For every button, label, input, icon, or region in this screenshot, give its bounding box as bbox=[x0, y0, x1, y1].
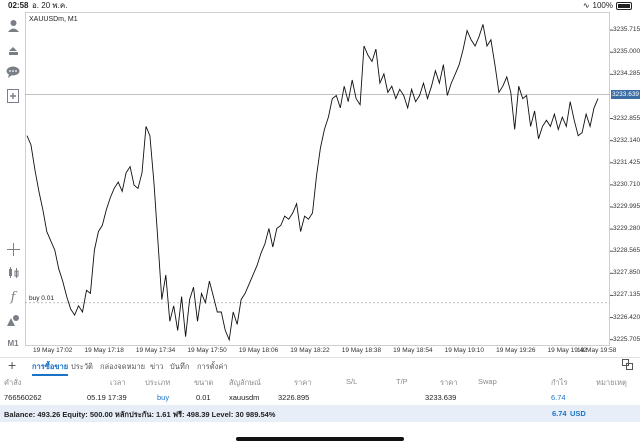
header-swap: Swap bbox=[478, 377, 497, 386]
header-symbol: สัญลักษณ์ bbox=[229, 378, 262, 387]
current-price-tag: 3233.639 bbox=[611, 89, 640, 99]
order-time: 05.19 17:39 bbox=[87, 393, 127, 402]
x-tick-label: 19 May 19:26 bbox=[496, 347, 536, 354]
table-row[interactable]: 766560262 05.19 17:39 buy 0.01 xauusdm 3… bbox=[0, 389, 640, 405]
table-header: คำสั่ง เวลา ประเภท ขนาด สัญลักษณ์ ราคา S… bbox=[0, 373, 640, 389]
person-icon[interactable] bbox=[3, 16, 23, 34]
header-current-price: ราคา bbox=[440, 378, 458, 387]
tab-journal[interactable]: บันทึก bbox=[170, 362, 190, 371]
x-tick-label: 19 May 18:38 bbox=[341, 347, 382, 354]
header-order: คำสั่ง bbox=[4, 378, 22, 387]
tab-news[interactable]: ข่าว bbox=[150, 362, 164, 371]
x-tick-label: 19 May 17:18 bbox=[84, 347, 124, 354]
order-current-price: 3233.639 bbox=[425, 393, 457, 402]
order-profit: 6.74 bbox=[551, 393, 566, 402]
header-comment: หมายเหตุ bbox=[596, 378, 627, 387]
candlestick-icon[interactable] bbox=[3, 263, 23, 281]
header-tp: T/P bbox=[396, 377, 408, 386]
left-toolbar: f M1 bbox=[0, 12, 25, 357]
balance-bar: Balance: 493.26 Equity: 500.00 หลักประกั… bbox=[0, 405, 640, 422]
y-tick-label: 3227.135 bbox=[613, 291, 640, 299]
timeframe-icon[interactable]: M1 bbox=[7, 338, 19, 348]
x-tick-label: 19 May 18:06 bbox=[238, 347, 279, 354]
order-number: 766560262 bbox=[4, 393, 42, 402]
chart-title: XAUUSDm, M1 bbox=[29, 16, 78, 23]
y-tick-label: 3229.995 bbox=[613, 202, 640, 210]
function-icon[interactable]: f bbox=[10, 289, 16, 305]
y-tick-label: 3232.140 bbox=[613, 136, 640, 144]
battery-percent: 100% bbox=[592, 1, 613, 10]
layout-icon[interactable] bbox=[622, 359, 633, 373]
balance-text: Balance: 493.26 Equity: 500.00 หลักประกั… bbox=[4, 410, 276, 419]
chart-frame bbox=[25, 12, 610, 346]
tab-settings[interactable]: การตั้งค่า bbox=[197, 362, 228, 371]
y-tick-label: 3235.715 bbox=[613, 26, 640, 34]
y-tick-label: 3232.855 bbox=[613, 114, 640, 122]
y-tick-label: 3231.425 bbox=[613, 158, 640, 166]
order-size: 0.01 bbox=[196, 393, 211, 402]
header-profit: กำไร bbox=[551, 378, 568, 387]
status-bar: 02:58 อ. 20 พ.ค. ∿ 100% bbox=[0, 0, 640, 12]
tab-trade[interactable]: การซื้อขาย bbox=[32, 361, 69, 376]
buy-line-label: buy 0.01 bbox=[29, 294, 54, 302]
balance-profit: 6.74 bbox=[552, 409, 567, 418]
price-series-line bbox=[26, 24, 599, 342]
y-tick-label: 3230.710 bbox=[613, 180, 640, 188]
crosshair-icon[interactable] bbox=[3, 240, 23, 258]
header-price: ราคา bbox=[294, 378, 312, 387]
chart-area[interactable] bbox=[25, 12, 640, 357]
x-tick-label: 19 May 18:22 bbox=[290, 347, 330, 354]
x-tick-label: 19 May 19:42 bbox=[547, 347, 587, 354]
status-time: 02:58 bbox=[8, 1, 29, 10]
tab-mailbox[interactable]: กล่องจดหมาย bbox=[100, 362, 146, 371]
balance-currency: USD bbox=[570, 409, 586, 418]
plus-icon[interactable]: + bbox=[8, 357, 17, 373]
status-right: ∿ 100% bbox=[583, 0, 632, 12]
wifi-icon: ∿ bbox=[582, 1, 590, 10]
objects-icon[interactable] bbox=[3, 311, 23, 329]
y-tick-label: 3225.705 bbox=[613, 335, 640, 343]
new-order-icon[interactable] bbox=[3, 87, 23, 105]
x-tick-label: 19 May 18:54 bbox=[393, 347, 433, 354]
header-type: ประเภท bbox=[145, 378, 171, 387]
tab-history[interactable]: ประวัติ bbox=[71, 362, 93, 371]
order-type: buy bbox=[157, 393, 170, 402]
order-open-price: 3226.895 bbox=[278, 393, 310, 402]
trade-arrows-icon[interactable] bbox=[3, 40, 23, 58]
x-tick-label: 19 May 19:58 bbox=[577, 347, 617, 354]
y-tick-label: 3228.565 bbox=[613, 247, 640, 255]
y-tick-label: 3226.420 bbox=[613, 313, 640, 321]
x-tick-label: 19 May 17:34 bbox=[135, 347, 176, 354]
home-indicator bbox=[236, 437, 404, 441]
terminal-tabs: การซื้อขาย ประวัติ กล่องจดหมาย ข่าว บันท… bbox=[0, 357, 640, 376]
battery-icon bbox=[616, 2, 632, 10]
price-chart[interactable] bbox=[25, 12, 640, 357]
y-tick-label: 3234.285 bbox=[613, 70, 640, 78]
y-tick-label: 3235.000 bbox=[613, 48, 640, 56]
time-axis: 19 May 17:02 19 May 17:18 19 May 17:34 19 M… bbox=[25, 346, 616, 357]
x-tick-label: 19 May 17:02 bbox=[33, 347, 73, 354]
price-axis: 3235.715 3235.000 3234.285 3232.855 3232.140… bbox=[610, 12, 640, 357]
order-symbol: xauusdm bbox=[229, 393, 260, 402]
header-time: เวลา bbox=[110, 378, 126, 387]
x-tick-label: 19 May 17:50 bbox=[187, 347, 227, 354]
chat-icon[interactable] bbox=[3, 63, 23, 81]
y-tick-label: 3227.850 bbox=[613, 269, 640, 277]
header-sl: S/L bbox=[346, 377, 358, 386]
status-date: อ. 20 พ.ค. bbox=[32, 1, 68, 10]
y-tick-label: 3229.280 bbox=[613, 225, 640, 233]
x-tick-label: 19 May 19:10 bbox=[444, 347, 485, 354]
header-size: ขนาด bbox=[194, 378, 214, 387]
